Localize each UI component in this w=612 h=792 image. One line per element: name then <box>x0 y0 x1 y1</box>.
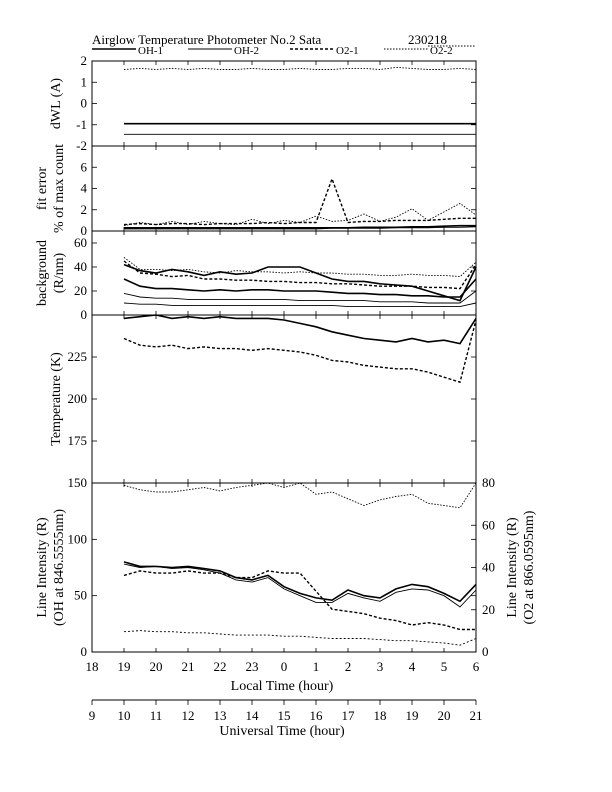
legend-label-oh-2: OH-2 <box>234 45 259 57</box>
legend-label-oh-1: OH-1 <box>138 45 163 57</box>
series-o2-1-line-intensity <box>123 570 476 631</box>
universal-time-tick-label: 12 <box>182 708 195 723</box>
local-time-tick-label: 19 <box>118 659 131 674</box>
universal-time-tick-label: 11 <box>150 708 163 723</box>
y-tick-label: 0 <box>81 644 88 659</box>
x-axis-title-local: Local Time (hour) <box>231 679 334 694</box>
universal-time-tick-label: 9 <box>89 708 96 723</box>
y-tick-label: 4 <box>81 181 88 196</box>
y-tick-label: 0 <box>81 96 88 111</box>
local-time-tick-label: 23 <box>246 659 259 674</box>
y-tick-label: 0 <box>81 223 88 238</box>
local-time-tick-label: 4 <box>409 659 416 674</box>
y-tick-label: 200 <box>68 391 88 406</box>
local-time-tick-label: 0 <box>281 659 288 674</box>
local-time-tick-label: 20 <box>150 659 163 674</box>
universal-time-tick-label: 13 <box>214 708 227 723</box>
series-o2-2-dWL <box>123 66 477 70</box>
series-oh-1-background <box>123 278 477 298</box>
chart-title: Airglow Temperature Photometer No.2 Sata <box>92 32 322 47</box>
y-axis-title-fit-error: fit error <box>35 167 50 210</box>
y-tick-label: 40 <box>74 259 87 274</box>
universal-time-tick-label: 19 <box>406 708 419 723</box>
panel-background: 0 20 40 60 background (R/nm) <box>35 230 477 322</box>
panel-frame-line-intensity <box>91 482 477 653</box>
series-o2-1-temperature <box>123 319 477 384</box>
y2-tick-label: 20 <box>482 602 495 617</box>
series-oh-2-line-intensity <box>123 563 477 608</box>
y2-axis-subtitle: (O2 at 866.0595nm) <box>522 510 537 624</box>
y-tick-label: 50 <box>74 588 87 603</box>
panel-frame-fit-error <box>91 145 477 232</box>
y-tick-label: 6 <box>81 159 88 174</box>
universal-time-tick-label: 20 <box>438 708 451 723</box>
local-time-tick-label: 21 <box>182 659 195 674</box>
panel-fit-error: 0 2 4 6 fit error% of max count <box>35 144 477 238</box>
y-tick-label: 20 <box>74 283 87 298</box>
y-tick-label: 0 <box>81 307 88 322</box>
legend-label-o2-1: O2-1 <box>336 45 359 57</box>
universal-time-tick-label: 14 <box>246 708 260 723</box>
series-o2-1-fit-error <box>123 176 476 226</box>
y-tick-label: 2 <box>81 202 88 217</box>
y2-tick-label: 0 <box>482 644 489 659</box>
universal-time-tick-label: 16 <box>310 708 324 723</box>
legend-label-o2-2: O2-2 <box>430 45 453 57</box>
universal-time-tick-label: 10 <box>118 708 131 723</box>
local-time-tick-label: 2 <box>345 659 352 674</box>
y2-tick-label: 40 <box>482 560 495 575</box>
series-oh-2-background <box>123 290 477 304</box>
chart-date: 230218 <box>408 32 447 47</box>
y-tick-label: 225 <box>68 349 88 364</box>
series-oh-1-background <box>123 263 477 302</box>
legend: OH-1 OH-2 O2-1 O2-2 <box>92 45 476 57</box>
y-axis-subtitle-fit-error: % of max count <box>52 144 67 233</box>
local-time-tick-label: 18 <box>86 659 99 674</box>
universal-time-tick-label: 15 <box>278 708 291 723</box>
panel-dWL: -2 -1 0 1 2 dWL (A) <box>49 53 477 153</box>
local-time-tick-label: 5 <box>441 659 448 674</box>
y-tick-label: 2 <box>81 53 88 68</box>
x-axes: 18 19 20 21 22 23 0 1 2 3 4 5 69 10 11 12 13 14 15 16 17 18 19… <box>86 659 483 723</box>
y-axis-title-dWL: dWL (A) <box>49 78 64 130</box>
plot-panels: -2 -1 0 1 2 dWL (A) 0 2 4 6 fit error% of max coun… <box>35 53 537 659</box>
panel-frame-dWL <box>91 60 477 147</box>
local-time-tick-label: 1 <box>313 659 320 674</box>
series-oh-1-fit-error <box>124 224 476 229</box>
series-o2-2-line-intensity <box>123 482 477 509</box>
series-oh-1-temperature <box>123 314 477 345</box>
local-time-tick-label: 6 <box>473 659 480 674</box>
series-oh-2-background <box>123 302 477 308</box>
series-o2-2-background <box>123 257 477 278</box>
y-tick-label: -1 <box>76 117 87 132</box>
y-axis-title-temperature: Temperature (K) <box>49 352 64 446</box>
y-axis-title-background: background <box>35 240 50 306</box>
x-axis-title-universal: Universal Time (hour) <box>219 724 345 739</box>
y-tick-label: 100 <box>68 531 88 546</box>
y-tick-label: -2 <box>76 138 87 153</box>
universal-time-tick-label: 17 <box>342 708 356 723</box>
local-time-tick-label: 3 <box>377 659 384 674</box>
series-oh-2-fit-error <box>124 226 477 230</box>
y-tick-label: 175 <box>68 433 88 448</box>
universal-time-tick-label: 18 <box>374 708 387 723</box>
y-tick-label: 60 <box>74 235 87 250</box>
y-tick-label: 150 <box>68 475 88 490</box>
series-o2-1-background <box>123 260 477 290</box>
y-axis-subtitle-line-intensity: (OH at 846.5555nm) <box>52 509 67 626</box>
y2-tick-label: 80 <box>482 475 495 490</box>
y-axis-subtitle-background: (R/nm) <box>52 252 67 293</box>
panel-temperature: 175 200 225 Temperature (K) <box>49 314 477 484</box>
local-time-tick-label: 22 <box>214 659 227 674</box>
universal-time-tick-label: 21 <box>470 708 483 723</box>
series-oh-1-line-intensity <box>123 561 477 603</box>
y2-tick-label: 60 <box>482 517 495 532</box>
series-oh-lower-line-intensity <box>123 630 477 646</box>
y-tick-label: 1 <box>81 74 88 89</box>
y2-axis-title: Line Intensity (R) <box>505 517 520 618</box>
y-axis-title-line-intensity: Line Intensity (R) <box>35 517 50 618</box>
